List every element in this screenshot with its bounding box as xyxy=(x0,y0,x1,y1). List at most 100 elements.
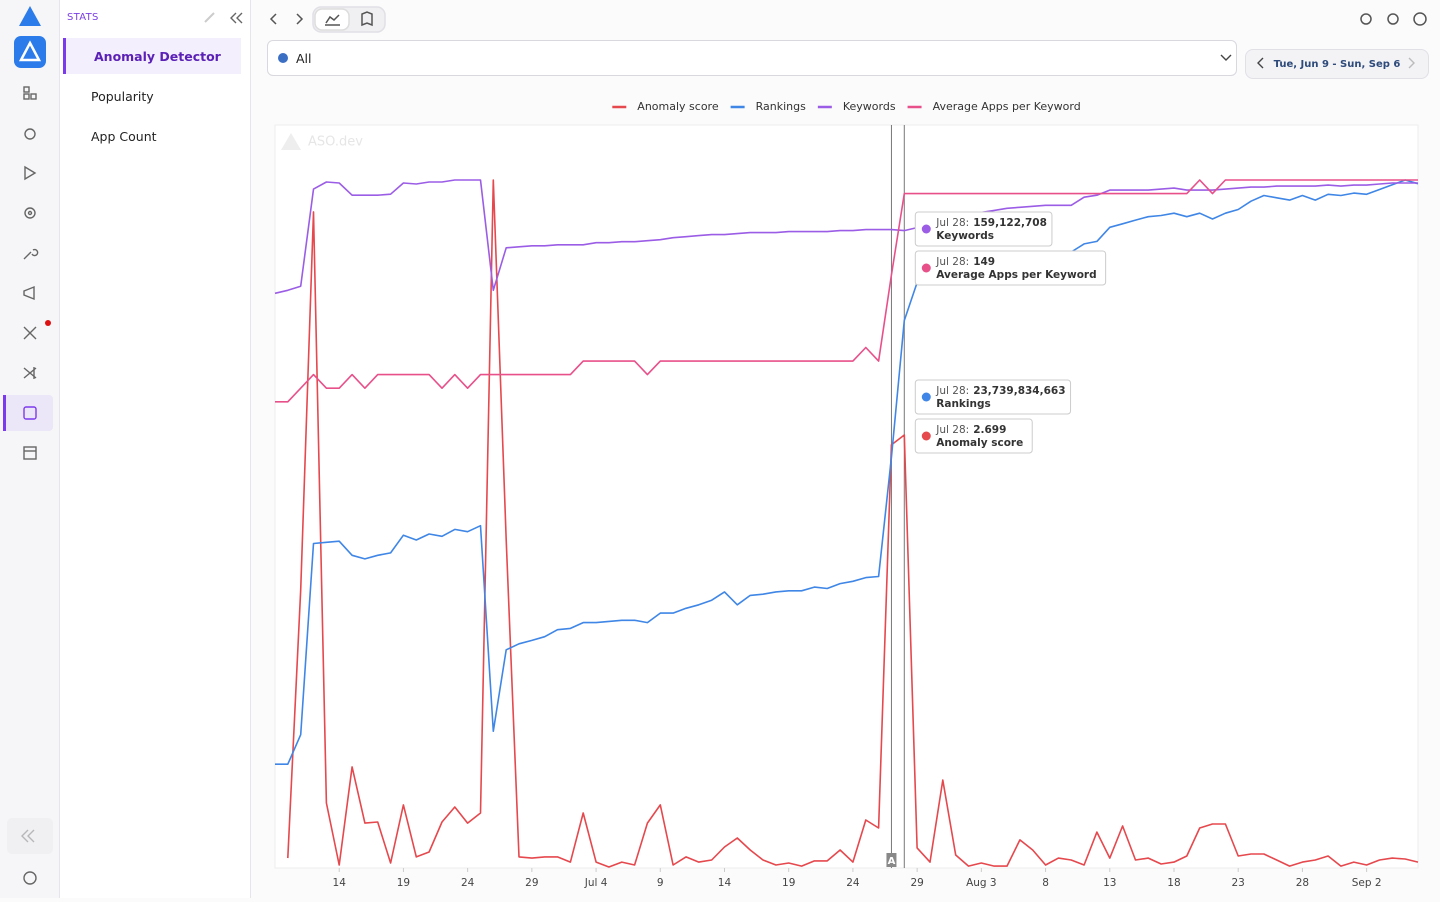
x-tick-label: 28 xyxy=(1296,877,1309,889)
tooltip-line: Jul 28: 23,739,834,663 xyxy=(935,385,1065,397)
notification-dot xyxy=(45,320,51,326)
tooltip-date: Jul 28: xyxy=(935,424,969,436)
tooltip-dot xyxy=(921,431,931,441)
x-tick-label: 14 xyxy=(718,877,732,889)
x-tick-label: 19 xyxy=(397,877,410,889)
tooltip-date: Jul 28: xyxy=(935,217,969,229)
series-line xyxy=(275,179,1418,403)
settings-icon[interactable] xyxy=(1387,13,1399,25)
tooltip-series: Rankings xyxy=(936,398,990,410)
back-button[interactable] xyxy=(269,13,277,25)
tooltip-line: Jul 28: 2.699 xyxy=(935,424,1006,436)
date-range[interactable]: Tue, Jun 9 - Sun, Sep 6 xyxy=(1245,49,1429,79)
x-tick-label: 29 xyxy=(525,877,538,889)
toolbar xyxy=(269,6,1427,33)
x-tick-label: Sep 2 xyxy=(1352,877,1382,889)
tooltip-date: Jul 28: xyxy=(935,385,969,397)
x-tick-label: 19 xyxy=(782,877,795,889)
annotation-badge xyxy=(886,853,897,867)
x-tick-label: Jul 4 xyxy=(584,877,608,889)
legend-label: Keywords xyxy=(843,100,896,113)
section-title: STATS xyxy=(67,12,99,23)
profile-icon[interactable] xyxy=(23,871,37,885)
tooltip-value: 2.699 xyxy=(973,424,1006,436)
icon[interactable] xyxy=(24,207,36,219)
nav-item[interactable]: App Count xyxy=(91,128,157,144)
forward-button[interactable] xyxy=(296,13,304,25)
legend-label: Anomaly score xyxy=(637,100,719,113)
tooltip-value: 149 xyxy=(973,256,995,268)
map-view[interactable] xyxy=(361,11,373,27)
x-tick-label: 8 xyxy=(1042,877,1049,889)
x-tick-label: 23 xyxy=(1232,877,1245,889)
chart: ASO.dev 14 19 24 29 Jul 4 9 14 19 24 29 Aug 3 8 13 18… xyxy=(274,100,1419,889)
x-tick-label: 24 xyxy=(846,877,860,889)
tooltip-dot xyxy=(921,224,931,234)
series-line xyxy=(274,179,1418,295)
legend-label: Rankings xyxy=(756,100,806,113)
refresh-icon[interactable] xyxy=(1360,13,1372,25)
icon[interactable] xyxy=(23,285,35,301)
tooltip-box xyxy=(914,211,1053,247)
icon xyxy=(27,210,33,216)
tooltip-series: Anomaly score xyxy=(936,437,1023,449)
icon[interactable] xyxy=(30,93,37,100)
series-line xyxy=(287,179,1419,868)
edit-icon[interactable] xyxy=(204,12,215,23)
panel-tools xyxy=(204,12,243,24)
tooltip-dot xyxy=(921,392,931,402)
x-tick-label: 9 xyxy=(657,877,664,889)
tooltip-box xyxy=(914,418,1033,454)
region-filter[interactable]: All xyxy=(267,40,1237,76)
x-tick-label: 18 xyxy=(1167,877,1180,889)
collapse-button[interactable] xyxy=(7,818,53,854)
tooltip-line: Jul 28: 159,122,708 xyxy=(935,217,1047,229)
chart-icon xyxy=(325,14,340,26)
x-tick-label: 14 xyxy=(333,877,347,889)
icon[interactable] xyxy=(23,367,37,379)
x-tick-label: 13 xyxy=(1103,877,1116,889)
active-item xyxy=(3,395,53,431)
stats-panel: STATS Anomaly Detector Popularity App Co… xyxy=(60,0,251,898)
icon[interactable] xyxy=(23,86,30,93)
tooltip-value: 159,122,708 xyxy=(973,217,1047,229)
annotation-label: A xyxy=(888,856,896,867)
watermark: ASO.dev xyxy=(308,135,363,150)
tooltip-date: Jul 28: xyxy=(935,256,969,268)
help-icon[interactable] xyxy=(1413,12,1427,26)
logo xyxy=(19,6,41,26)
app-glyph xyxy=(18,40,42,62)
tooltip-line: Jul 28: 149 xyxy=(935,256,995,268)
icon[interactable] xyxy=(23,446,37,460)
tooltip-series: Average Apps per Keyword xyxy=(936,269,1096,281)
x-tick-label: 24 xyxy=(461,877,475,889)
legend: Anomaly score Rankings Keywords Average App… xyxy=(612,100,1081,113)
collapse-icon[interactable] xyxy=(230,12,243,24)
icon[interactable] xyxy=(24,165,37,181)
chart-view[interactable] xyxy=(314,8,350,31)
watermark-logo xyxy=(281,133,301,150)
icon[interactable] xyxy=(23,406,37,420)
icon[interactable] xyxy=(24,128,36,140)
nav-item[interactable]: Anomaly Detector xyxy=(63,38,241,74)
legend-label: Average Apps per Keyword xyxy=(933,100,1081,113)
tooltip-box xyxy=(914,250,1107,286)
icon-rail xyxy=(0,0,60,898)
icon[interactable] xyxy=(23,326,37,340)
tooltip-dot xyxy=(921,263,931,273)
icon[interactable] xyxy=(23,93,30,100)
icon[interactable] xyxy=(23,248,39,260)
plot-area xyxy=(274,124,1419,869)
nav-item[interactable]: Popularity xyxy=(91,88,154,104)
tooltip-series: Keywords xyxy=(936,230,994,242)
x-tick-label: 29 xyxy=(910,877,923,889)
rail-icons xyxy=(3,6,53,885)
series-line xyxy=(275,179,1419,765)
tooltip-box xyxy=(914,379,1072,415)
